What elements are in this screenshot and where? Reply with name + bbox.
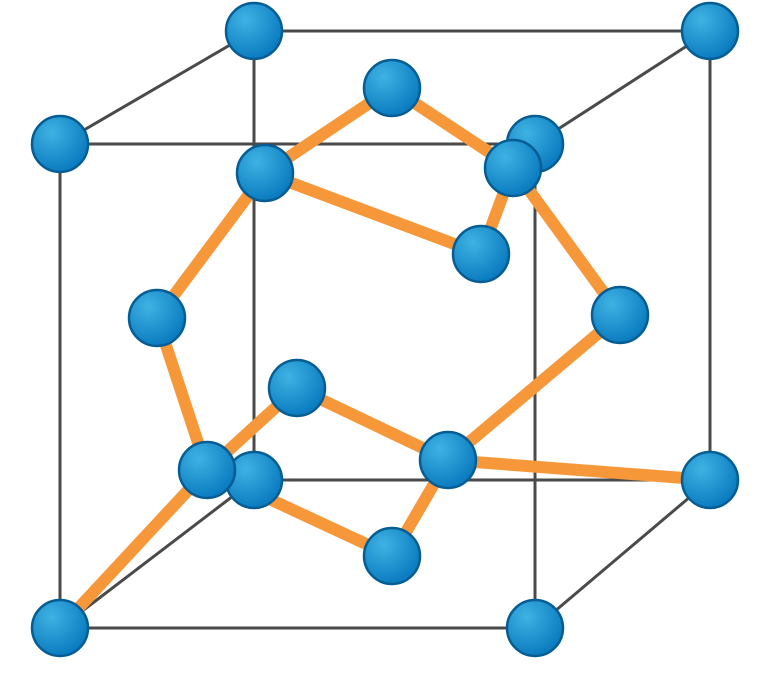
atom-node	[364, 528, 420, 584]
atom-node	[485, 140, 541, 196]
cube-edge	[535, 31, 710, 144]
atom-node	[682, 3, 738, 59]
atom-node	[32, 116, 88, 172]
atom-node	[682, 452, 738, 508]
atom-node	[364, 60, 420, 116]
atom-node	[269, 360, 325, 416]
cube-edge	[535, 480, 710, 628]
atom-node	[179, 442, 235, 498]
atom-node	[129, 290, 185, 346]
atom-node	[237, 145, 293, 201]
atom-node	[32, 600, 88, 656]
atom-node	[420, 432, 476, 488]
atom-node	[453, 226, 509, 282]
cube-edge	[60, 31, 254, 144]
atom-node	[592, 287, 648, 343]
bond-edge	[448, 460, 710, 480]
atom-node	[226, 3, 282, 59]
crystal-lattice-diagram	[0, 0, 768, 673]
bond-edge	[265, 173, 481, 254]
atoms-layer	[32, 3, 738, 656]
cube-edge	[60, 480, 254, 628]
bond-edge	[60, 470, 207, 628]
atom-node	[507, 600, 563, 656]
